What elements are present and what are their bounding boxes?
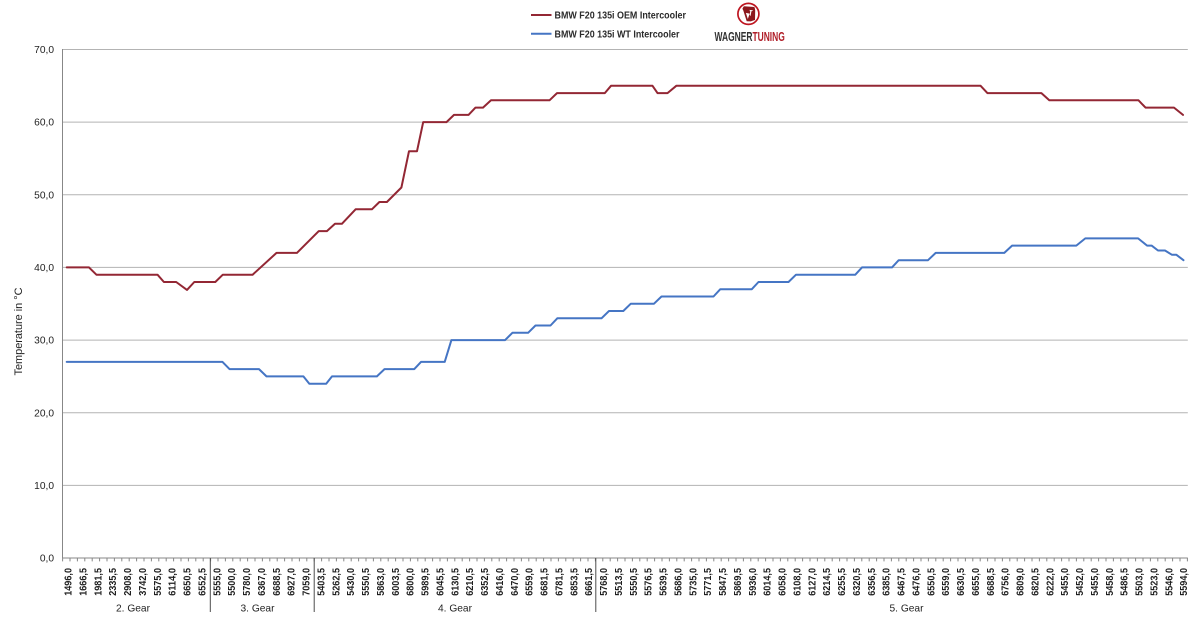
svg-text:2908,0: 2908,0: [123, 567, 134, 595]
svg-text:Temperature in °C: Temperature in °C: [13, 287, 25, 375]
svg-text:6214,5: 6214,5: [822, 567, 833, 595]
svg-text:5. Gear: 5. Gear: [890, 604, 925, 615]
svg-text:6550,5: 6550,5: [926, 567, 937, 595]
svg-text:60,0: 60,0: [34, 118, 54, 129]
svg-text:6650,5: 6650,5: [183, 567, 194, 595]
svg-text:3. Gear: 3. Gear: [241, 604, 276, 615]
svg-text:6385,0: 6385,0: [882, 567, 893, 595]
svg-text:6559,0: 6559,0: [525, 567, 536, 595]
svg-text:5576,5: 5576,5: [644, 567, 655, 595]
svg-text:6356,5: 6356,5: [867, 567, 878, 595]
svg-text:5455,0: 5455,0: [1060, 567, 1071, 595]
svg-text:5546,0: 5546,0: [1164, 567, 1175, 595]
svg-text:5686,0: 5686,0: [674, 567, 685, 595]
svg-text:6467,5: 6467,5: [897, 567, 908, 595]
svg-text:50,0: 50,0: [34, 190, 54, 201]
svg-text:6367,0: 6367,0: [257, 567, 268, 595]
svg-text:5768,0: 5768,0: [599, 567, 610, 595]
svg-text:1666,5: 1666,5: [79, 567, 90, 595]
svg-text:6352,5: 6352,5: [480, 567, 491, 595]
svg-text:1496,0: 1496,0: [64, 567, 75, 595]
svg-text:6320,5: 6320,5: [852, 567, 863, 595]
svg-text:6470,0: 6470,0: [510, 567, 521, 595]
svg-text:5262,5: 5262,5: [331, 567, 342, 595]
svg-text:5523,0: 5523,0: [1150, 567, 1161, 595]
svg-text:5452,0: 5452,0: [1075, 567, 1086, 595]
svg-text:6800,0: 6800,0: [406, 567, 417, 595]
svg-text:6255,5: 6255,5: [837, 567, 848, 595]
svg-text:6130,5: 6130,5: [450, 567, 461, 595]
svg-text:5639,5: 5639,5: [659, 567, 670, 595]
svg-text:4. Gear: 4. Gear: [438, 604, 473, 615]
svg-text:6127,0: 6127,0: [807, 567, 818, 595]
svg-text:5458,0: 5458,0: [1105, 567, 1116, 595]
svg-text:6927,0: 6927,0: [287, 567, 298, 595]
svg-text:7059,0: 7059,0: [302, 567, 313, 595]
svg-text:40,0: 40,0: [34, 263, 54, 274]
svg-text:6014,5: 6014,5: [763, 567, 774, 595]
svg-text:2335,5: 2335,5: [108, 567, 119, 595]
svg-text:6058,0: 6058,0: [778, 567, 789, 595]
svg-text:WAGNERTUNING: WAGNERTUNING: [715, 30, 785, 44]
svg-text:5863,0: 5863,0: [376, 567, 387, 595]
svg-text:5847,5: 5847,5: [718, 567, 729, 595]
svg-text:6756,0: 6756,0: [1001, 567, 1012, 595]
svg-text:6661,5: 6661,5: [584, 567, 595, 595]
svg-text:5555,0: 5555,0: [212, 567, 223, 595]
svg-text:6045,5: 6045,5: [436, 567, 447, 595]
svg-text:5403,5: 5403,5: [317, 567, 328, 595]
svg-text:6853,5: 6853,5: [569, 567, 580, 595]
svg-text:6688,5: 6688,5: [986, 567, 997, 595]
svg-text:6210,5: 6210,5: [465, 567, 476, 595]
svg-text:6108,0: 6108,0: [793, 567, 804, 595]
svg-text:20,0: 20,0: [34, 408, 54, 419]
svg-text:5550,5: 5550,5: [629, 567, 640, 595]
svg-text:6688,5: 6688,5: [272, 567, 283, 595]
svg-text:5486,5: 5486,5: [1120, 567, 1131, 595]
svg-text:5503,0: 5503,0: [1135, 567, 1146, 595]
svg-text:6003,5: 6003,5: [391, 567, 402, 595]
svg-text:5735,0: 5735,0: [688, 567, 699, 595]
svg-text:6681,5: 6681,5: [540, 567, 551, 595]
svg-text:30,0: 30,0: [34, 336, 54, 347]
svg-text:5771,5: 5771,5: [703, 567, 714, 595]
svg-text:6655,0: 6655,0: [971, 567, 982, 595]
svg-text:3742,0: 3742,0: [138, 567, 149, 595]
svg-text:5430,0: 5430,0: [346, 567, 357, 595]
svg-text:6820,5: 6820,5: [1031, 567, 1042, 595]
svg-text:5780,0: 5780,0: [242, 567, 253, 595]
svg-text:6114,0: 6114,0: [168, 567, 179, 595]
svg-text:6552,5: 6552,5: [198, 567, 209, 595]
svg-text:5500,0: 5500,0: [227, 567, 238, 595]
svg-text:6559,0: 6559,0: [941, 567, 952, 595]
svg-text:5936,0: 5936,0: [748, 567, 759, 595]
svg-text:0,0: 0,0: [40, 554, 54, 565]
svg-text:70,0: 70,0: [34, 45, 54, 56]
svg-text:6630,5: 6630,5: [956, 567, 967, 595]
svg-text:5455,0: 5455,0: [1090, 567, 1101, 595]
svg-text:6781,5: 6781,5: [555, 567, 566, 595]
svg-text:5594,0: 5594,0: [1179, 567, 1190, 595]
svg-text:2. Gear: 2. Gear: [116, 604, 151, 615]
svg-text:5989,5: 5989,5: [421, 567, 432, 595]
svg-text:1981,5: 1981,5: [93, 567, 104, 595]
svg-text:6476,0: 6476,0: [912, 567, 923, 595]
svg-text:BMW F20 135i WT Intercooler: BMW F20 135i WT Intercooler: [555, 29, 680, 40]
svg-text:5575,0: 5575,0: [153, 567, 164, 595]
svg-text:5869,5: 5869,5: [733, 567, 744, 595]
svg-text:6416,0: 6416,0: [495, 567, 506, 595]
svg-text:6809,0: 6809,0: [1016, 567, 1027, 595]
svg-text:6222,0: 6222,0: [1045, 567, 1056, 595]
svg-text:5550,5: 5550,5: [361, 567, 372, 595]
svg-text:BMW F20 135i OEM Intercooler: BMW F20 135i OEM Intercooler: [555, 11, 687, 22]
svg-text:5513,5: 5513,5: [614, 567, 625, 595]
svg-text:10,0: 10,0: [34, 481, 54, 492]
